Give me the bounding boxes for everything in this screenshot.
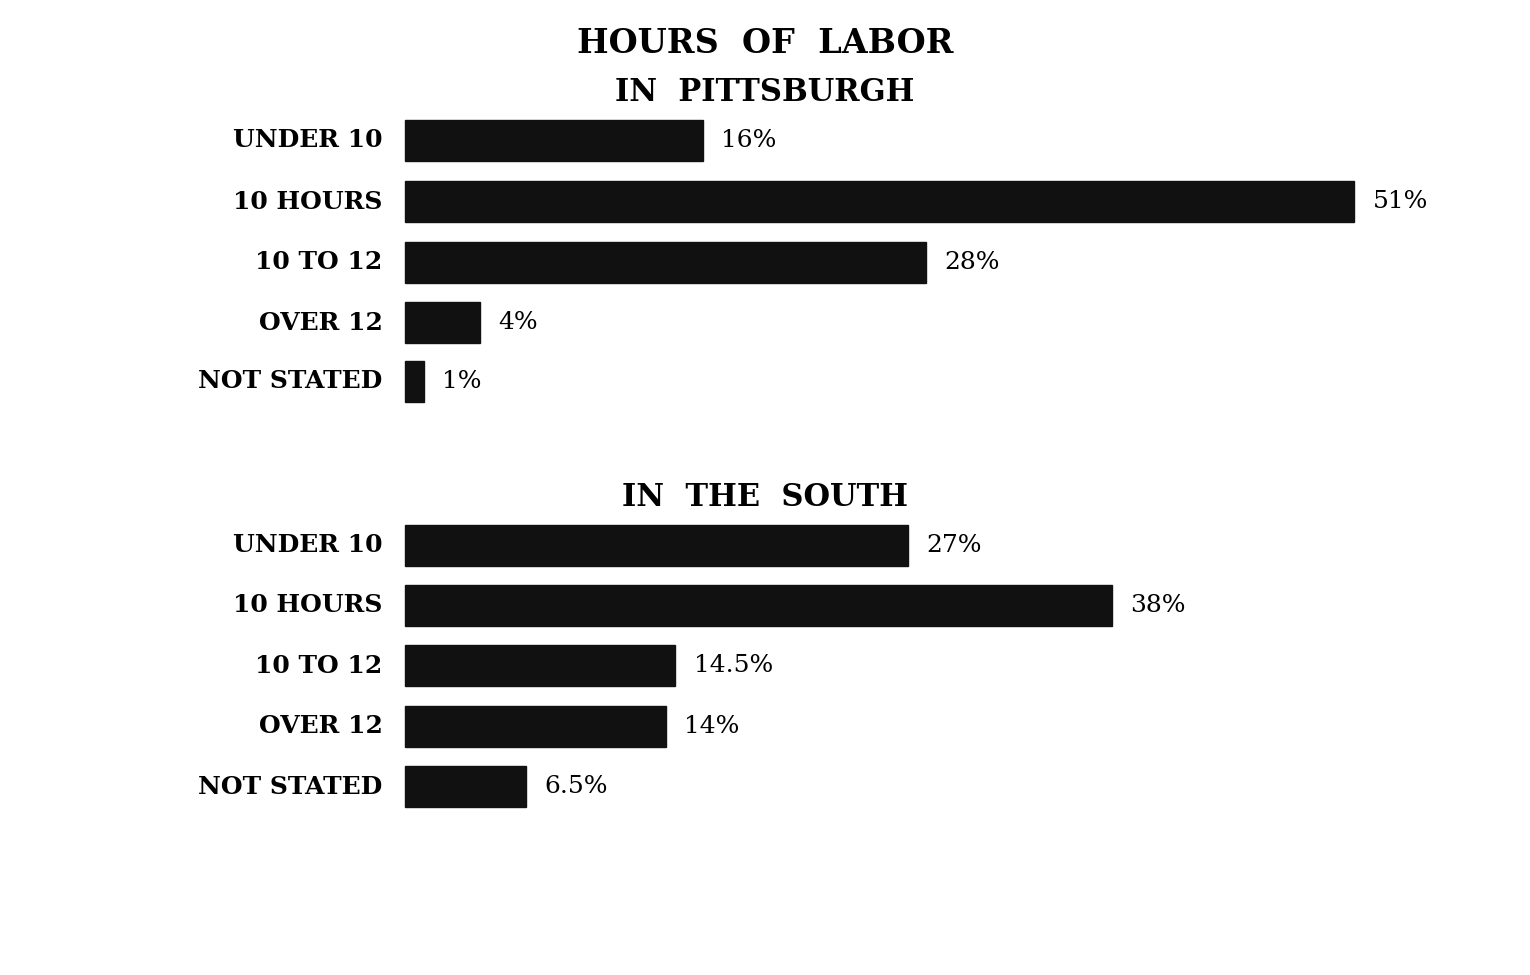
Text: 10 TO 12: 10 TO 12 bbox=[256, 654, 382, 678]
Text: 10 HOURS: 10 HOURS bbox=[233, 190, 382, 214]
FancyBboxPatch shape bbox=[405, 302, 480, 343]
Text: 16%: 16% bbox=[722, 129, 777, 152]
Text: OVER 12: OVER 12 bbox=[259, 311, 382, 334]
Text: 14%: 14% bbox=[684, 715, 739, 738]
Text: NOT STATED: NOT STATED bbox=[199, 370, 382, 393]
FancyBboxPatch shape bbox=[405, 120, 704, 161]
Text: 4%: 4% bbox=[499, 311, 539, 334]
Text: HOURS  OF  LABOR: HOURS OF LABOR bbox=[577, 27, 953, 60]
FancyBboxPatch shape bbox=[405, 706, 666, 747]
Text: 10 TO 12: 10 TO 12 bbox=[256, 251, 382, 274]
FancyBboxPatch shape bbox=[405, 242, 926, 283]
Text: 6.5%: 6.5% bbox=[545, 775, 609, 799]
Text: 14.5%: 14.5% bbox=[693, 654, 773, 678]
FancyBboxPatch shape bbox=[405, 361, 424, 402]
Text: UNDER 10: UNDER 10 bbox=[233, 533, 382, 557]
Text: OVER 12: OVER 12 bbox=[259, 715, 382, 738]
FancyBboxPatch shape bbox=[405, 766, 526, 807]
Text: IN  PITTSBURGH: IN PITTSBURGH bbox=[615, 77, 915, 108]
Text: 10 HOURS: 10 HOURS bbox=[233, 594, 382, 617]
Text: NOT STATED: NOT STATED bbox=[199, 775, 382, 799]
Text: IN  THE  SOUTH: IN THE SOUTH bbox=[623, 482, 907, 513]
Text: 51%: 51% bbox=[1372, 190, 1427, 214]
FancyBboxPatch shape bbox=[405, 645, 675, 686]
Text: 27%: 27% bbox=[926, 533, 982, 557]
Text: 1%: 1% bbox=[442, 370, 482, 393]
Text: 38%: 38% bbox=[1131, 594, 1186, 617]
Text: UNDER 10: UNDER 10 bbox=[233, 129, 382, 152]
FancyBboxPatch shape bbox=[405, 585, 1112, 626]
Text: 28%: 28% bbox=[944, 251, 1001, 274]
FancyBboxPatch shape bbox=[405, 181, 1354, 222]
FancyBboxPatch shape bbox=[405, 525, 907, 566]
